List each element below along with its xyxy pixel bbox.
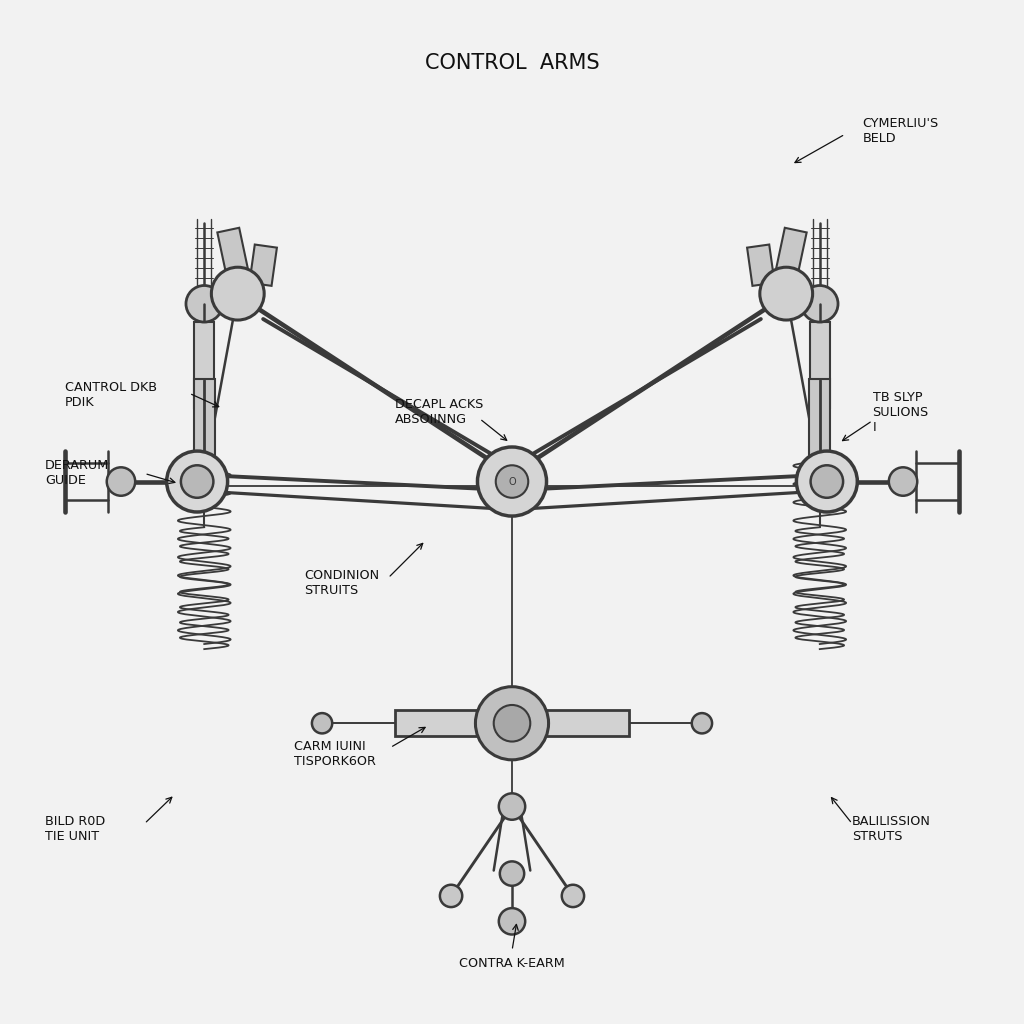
FancyBboxPatch shape (250, 245, 276, 286)
Circle shape (496, 465, 528, 498)
Circle shape (167, 451, 227, 512)
FancyBboxPatch shape (776, 227, 807, 274)
Text: DERARUM
GUIDE: DERARUM GUIDE (45, 460, 109, 487)
FancyBboxPatch shape (748, 245, 774, 286)
Circle shape (811, 465, 843, 498)
Text: DECAPL ACKS
ABSOIINNG: DECAPL ACKS ABSOIINNG (395, 398, 483, 426)
Text: CONTRA K-EARM: CONTRA K-EARM (459, 957, 565, 971)
FancyBboxPatch shape (194, 379, 215, 462)
Circle shape (797, 451, 857, 512)
FancyBboxPatch shape (217, 227, 248, 274)
Text: CONTROL  ARMS: CONTROL ARMS (425, 53, 599, 73)
Text: CANTROL DKB
PDIK: CANTROL DKB PDIK (66, 381, 157, 410)
Text: O: O (508, 476, 516, 486)
FancyBboxPatch shape (395, 710, 629, 736)
FancyBboxPatch shape (809, 379, 830, 462)
FancyBboxPatch shape (195, 322, 214, 408)
Circle shape (499, 908, 525, 935)
Circle shape (499, 794, 525, 820)
Circle shape (440, 885, 462, 907)
Circle shape (312, 713, 332, 733)
Circle shape (211, 267, 264, 321)
Text: TB SLYP
SULIONS
I: TB SLYP SULIONS I (872, 391, 929, 434)
Circle shape (494, 705, 530, 741)
Circle shape (889, 467, 918, 496)
Circle shape (477, 447, 547, 516)
Circle shape (760, 267, 813, 321)
Text: CONDINION
STRUITS: CONDINION STRUITS (304, 569, 379, 597)
Circle shape (500, 861, 524, 886)
Text: CARM IUINI
TISPORK6OR: CARM IUINI TISPORK6OR (294, 739, 376, 768)
Circle shape (802, 286, 838, 323)
Circle shape (562, 885, 584, 907)
Circle shape (475, 687, 549, 760)
Circle shape (186, 286, 222, 323)
Circle shape (692, 713, 712, 733)
Text: BILD R0D
TIE UNIT: BILD R0D TIE UNIT (45, 815, 105, 843)
Text: CYMERLIU'S
BELD: CYMERLIU'S BELD (862, 117, 939, 145)
Text: BALILISSION
STRUTS: BALILISSION STRUTS (852, 815, 931, 843)
Circle shape (106, 467, 135, 496)
Circle shape (181, 465, 213, 498)
FancyBboxPatch shape (810, 322, 829, 408)
